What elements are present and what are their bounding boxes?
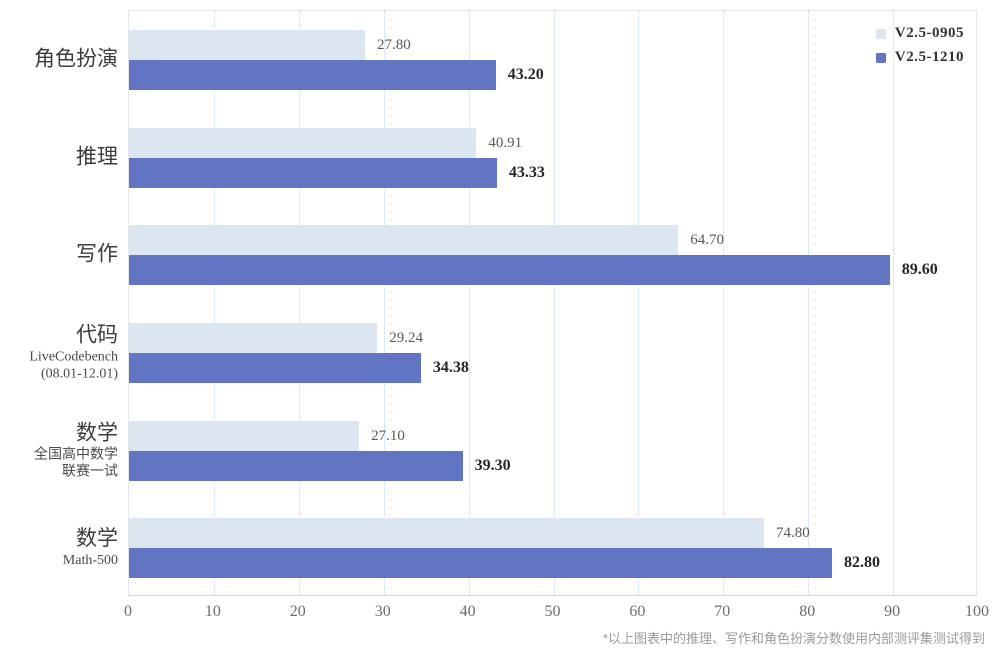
bar-V2.5-1210 xyxy=(129,548,832,579)
x-tick-label: 70 xyxy=(714,603,731,620)
gridline xyxy=(468,11,470,595)
category-label-main: 角色扮演 xyxy=(34,47,118,71)
bar-V2.5-1210 xyxy=(129,450,463,481)
x-tick-label: 20 xyxy=(289,603,306,620)
gridline xyxy=(213,11,215,595)
bar-V2.5-1210 xyxy=(129,157,497,188)
category-sublabel: 联赛一试 xyxy=(62,464,118,479)
legend-swatch xyxy=(875,52,886,63)
category-label-main: 写作 xyxy=(76,242,118,266)
bar-value-label: 27.80 xyxy=(377,36,411,53)
category-label: 角色扮演 xyxy=(0,45,118,72)
gridline xyxy=(723,11,725,595)
legend: V2.5-0905 V2.5-1210 xyxy=(875,25,964,73)
bar-value-label: 43.20 xyxy=(507,65,544,83)
category-label: 数学全国高中数学联赛一试 xyxy=(0,419,118,480)
legend-label: V2.5-1210 xyxy=(894,49,964,65)
gridline xyxy=(638,11,640,595)
bar-value-label: 89.60 xyxy=(901,261,938,279)
bar-V2.5-0905 xyxy=(129,127,477,158)
x-tick-label: 0 xyxy=(124,603,132,620)
bar-value-label: 34.38 xyxy=(432,358,469,376)
bar-V2.5-1210 xyxy=(129,59,496,90)
legend-item-v2-5-1210[interactable]: V2.5-1210 xyxy=(875,49,964,66)
gridline xyxy=(298,11,300,595)
category-label: 数学 Math-500 xyxy=(0,525,118,569)
bar-value-label: 64.70 xyxy=(690,232,725,249)
chart-footnote: *以上图表中的推理、写作和角色扮演分数使用内部测评集测试得到 xyxy=(602,631,985,646)
category-sublabel: 全国高中数学 xyxy=(34,447,118,462)
legend-label: V2.5-0905 xyxy=(894,25,964,41)
bar-value-label: 39.30 xyxy=(474,456,511,474)
bar-V2.5-0905 xyxy=(129,29,366,60)
x-tick-label: 80 xyxy=(799,603,816,620)
bar-value-label: 82.80 xyxy=(843,554,880,572)
legend-item-v2-5-0905[interactable]: V2.5-0905 xyxy=(875,25,964,42)
category-sublabel: (08.01-12.01) xyxy=(41,366,118,382)
x-tick-label: 10 xyxy=(204,603,221,620)
category-label: 写作 xyxy=(0,241,118,268)
bar-value-label: 74.80 xyxy=(776,525,810,542)
bar-value-label: 40.91 xyxy=(488,134,523,151)
bar-V2.5-0905 xyxy=(129,322,378,353)
category-label: 代码 LiveCodebench (08.01-12.01) xyxy=(0,321,118,382)
category-label-main: 推理 xyxy=(76,145,118,168)
category-sublabel: Math-500 xyxy=(62,553,118,569)
legend-swatch xyxy=(875,28,886,39)
category-label-main: 代码 xyxy=(76,323,118,347)
bar-V2.5-0905 xyxy=(129,225,679,256)
gridline xyxy=(893,11,895,595)
bar-V2.5-1210 xyxy=(129,255,890,286)
x-tick-label: 60 xyxy=(629,603,646,620)
x-tick-label: 40 xyxy=(459,603,476,620)
bar-value-label: 29.24 xyxy=(389,329,423,346)
x-tick-label: 30 xyxy=(374,603,391,620)
category-label-main: 数学 xyxy=(76,421,118,444)
category-sublabel: LiveCodebench xyxy=(29,349,118,365)
x-tick-label: 90 xyxy=(884,603,901,620)
category-label-main: 数学 xyxy=(76,527,118,551)
x-tick-label: 100 xyxy=(965,603,989,620)
bar-V2.5-0905 xyxy=(129,420,360,451)
x-tick-label: 50 xyxy=(544,603,561,620)
bar-V2.5-1210 xyxy=(129,352,421,383)
bar-value-label: 27.10 xyxy=(371,427,405,444)
bar-value-label: 43.33 xyxy=(508,163,545,181)
gridline xyxy=(383,11,385,595)
bar-V2.5-0905 xyxy=(129,518,765,549)
category-label: 推理 xyxy=(0,143,118,170)
gridline xyxy=(553,11,555,595)
gridline xyxy=(808,11,810,595)
plot-area: V2.5-0905 V2.5-1210 27.80 43.20 40.91 43.33… xyxy=(128,10,977,596)
